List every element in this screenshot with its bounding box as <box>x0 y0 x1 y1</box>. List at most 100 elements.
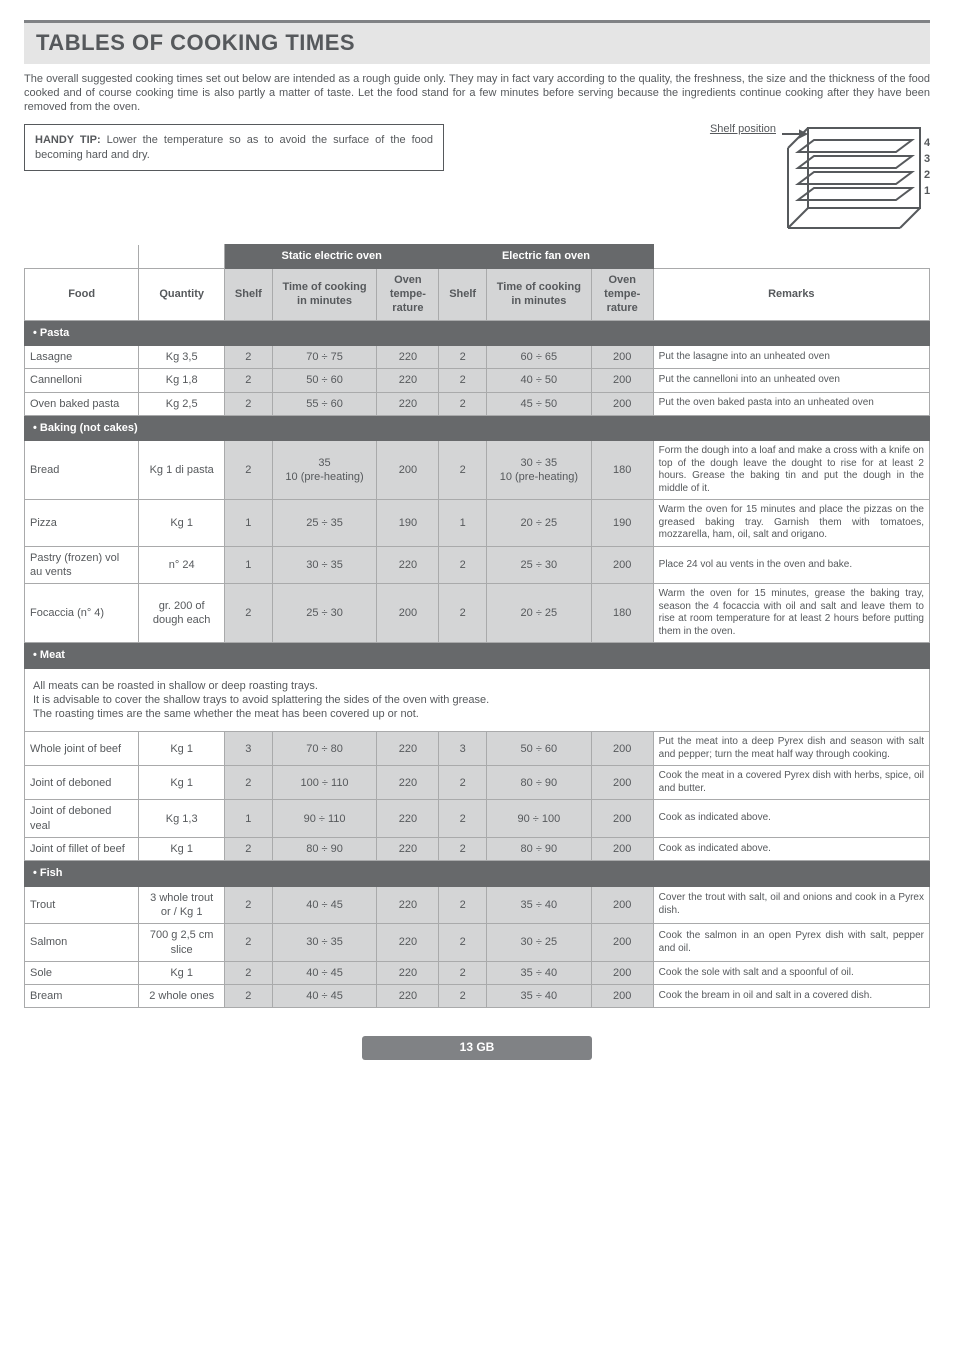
cell-r: Form the dough into a loaf and make a cr… <box>653 441 929 500</box>
cell-food: Focaccia (n° 4) <box>25 584 139 643</box>
handy-tip-box: HANDY TIP: Lower the temperature so as t… <box>24 124 444 171</box>
cell-o1: 220 <box>377 732 439 766</box>
cell-food: Bread <box>25 441 139 500</box>
intro-text: The overall suggested cooking times set … <box>24 72 930 115</box>
cell-o2: 190 <box>591 500 653 547</box>
cell-s2: 2 <box>439 961 487 984</box>
cell-s2: 2 <box>439 800 487 838</box>
cell-qty: 3 whole trout or / Kg 1 <box>139 886 225 924</box>
cell-qty: n° 24 <box>139 546 225 584</box>
cell-r: Warm the oven for 15 minutes, grease the… <box>653 584 929 643</box>
cell-o1: 220 <box>377 838 439 861</box>
cell-o2: 200 <box>591 766 653 800</box>
cell-qty: gr. 200 of dough each <box>139 584 225 643</box>
cell-qty: Kg 1 <box>139 732 225 766</box>
cell-s2: 2 <box>439 985 487 1008</box>
meat-note-row: All meats can be roasted in shallow or d… <box>25 668 930 732</box>
cell-o1: 220 <box>377 800 439 838</box>
cell-t2: 60 ÷ 65 <box>486 345 591 368</box>
cell-s2: 2 <box>439 924 487 962</box>
cell-s1: 1 <box>225 800 273 838</box>
cell-t2: 35 ÷ 40 <box>486 985 591 1008</box>
cell-o1: 220 <box>377 886 439 924</box>
cell-t1: 70 ÷ 75 <box>272 345 377 368</box>
cell-o1: 190 <box>377 500 439 547</box>
cell-t1: 25 ÷ 30 <box>272 584 377 643</box>
cell-qty: 700 g 2,5 cm slice <box>139 924 225 962</box>
cell-s1: 2 <box>225 369 273 392</box>
section-row: • Baking (not cakes) <box>25 415 930 440</box>
cell-qty: Kg 1,3 <box>139 800 225 838</box>
table-row: Pastry (frozen) vol au ventsn° 24130 ÷ 3… <box>25 546 930 584</box>
cell-qty: Kg 1,8 <box>139 369 225 392</box>
cell-o1: 220 <box>377 369 439 392</box>
table-row: Joint of deboned vealKg 1,3190 ÷ 1102202… <box>25 800 930 838</box>
cell-qty: 2 whole ones <box>139 985 225 1008</box>
table-row: BreadKg 1 di pasta235 10 (pre-heating)20… <box>25 441 930 500</box>
shelf-caption: Shelf position <box>710 122 776 136</box>
col-time-1: Time of cooking in minutes <box>272 268 377 320</box>
table-row: LasagneKg 3,5270 ÷ 75220260 ÷ 65200Put t… <box>25 345 930 368</box>
cell-s1: 2 <box>225 886 273 924</box>
col-shelf-1: Shelf <box>225 268 273 320</box>
cell-r: Cover the trout with salt, oil and onion… <box>653 886 929 924</box>
cell-o2: 200 <box>591 838 653 861</box>
cell-r: Cook the salmon in an open Pyrex dish wi… <box>653 924 929 962</box>
cell-food: Lasagne <box>25 345 139 368</box>
cell-qty: Kg 3,5 <box>139 345 225 368</box>
table-row: PizzaKg 1125 ÷ 35190120 ÷ 25190Warm the … <box>25 500 930 547</box>
cell-food: Joint of fillet of beef <box>25 838 139 861</box>
cell-r: Cook as indicated above. <box>653 838 929 861</box>
svg-text:1: 1 <box>924 185 930 197</box>
static-oven-header: Static electric oven <box>225 245 439 268</box>
cell-food: Trout <box>25 886 139 924</box>
cell-t2: 35 ÷ 40 <box>486 961 591 984</box>
cell-qty: Kg 1 <box>139 961 225 984</box>
cell-t1: 90 ÷ 110 <box>272 800 377 838</box>
cell-s1: 2 <box>225 985 273 1008</box>
cell-s1: 2 <box>225 584 273 643</box>
cell-s2: 1 <box>439 500 487 547</box>
cell-t2: 35 ÷ 40 <box>486 886 591 924</box>
cell-o2: 200 <box>591 924 653 962</box>
cell-s1: 3 <box>225 732 273 766</box>
cell-t1: 25 ÷ 35 <box>272 500 377 547</box>
cell-s1: 2 <box>225 924 273 962</box>
tip-and-diagram-row: HANDY TIP: Lower the temperature so as t… <box>24 120 930 230</box>
cell-r: Put the meat into a deep Pyrex dish and … <box>653 732 929 766</box>
cell-s2: 2 <box>439 584 487 643</box>
cell-t1: 100 ÷ 110 <box>272 766 377 800</box>
header-row-2: Food Quantity Shelf Time of cooking in m… <box>25 268 930 320</box>
cell-r: Cook the sole with salt and a spoonful o… <box>653 961 929 984</box>
cell-t1: 40 ÷ 45 <box>272 961 377 984</box>
cell-r: Put the oven baked pasta into an unheate… <box>653 392 929 415</box>
section-label: • Fish <box>25 861 139 886</box>
tip-label: HANDY TIP: <box>35 134 101 146</box>
table-row: SoleKg 1240 ÷ 45220235 ÷ 40200Cook the s… <box>25 961 930 984</box>
section-label: • Baking (not cakes) <box>25 415 225 440</box>
cell-s2: 2 <box>439 369 487 392</box>
cell-o1: 220 <box>377 924 439 962</box>
cell-o1: 220 <box>377 961 439 984</box>
meat-note: All meats can be roasted in shallow or d… <box>25 668 930 732</box>
cell-o2: 200 <box>591 546 653 584</box>
section-row: • Meat <box>25 643 930 668</box>
cell-t2: 45 ÷ 50 <box>486 392 591 415</box>
cell-s1: 2 <box>225 961 273 984</box>
cell-t1: 40 ÷ 45 <box>272 985 377 1008</box>
section-label: • Meat <box>25 643 139 668</box>
cell-o2: 200 <box>591 985 653 1008</box>
cell-r: Place 24 vol au vents in the oven and ba… <box>653 546 929 584</box>
section-row: • Fish <box>25 861 930 886</box>
cell-s1: 2 <box>225 838 273 861</box>
cell-o2: 200 <box>591 800 653 838</box>
cell-r: Put the cannelloni into an unheated oven <box>653 369 929 392</box>
cell-t2: 50 ÷ 60 <box>486 732 591 766</box>
cell-qty: Kg 1 <box>139 766 225 800</box>
cell-food: Cannelloni <box>25 369 139 392</box>
cell-qty: Kg 1 di pasta <box>139 441 225 500</box>
cell-s2: 2 <box>439 766 487 800</box>
cell-qty: Kg 1 <box>139 838 225 861</box>
col-remarks: Remarks <box>653 268 929 320</box>
cell-food: Salmon <box>25 924 139 962</box>
